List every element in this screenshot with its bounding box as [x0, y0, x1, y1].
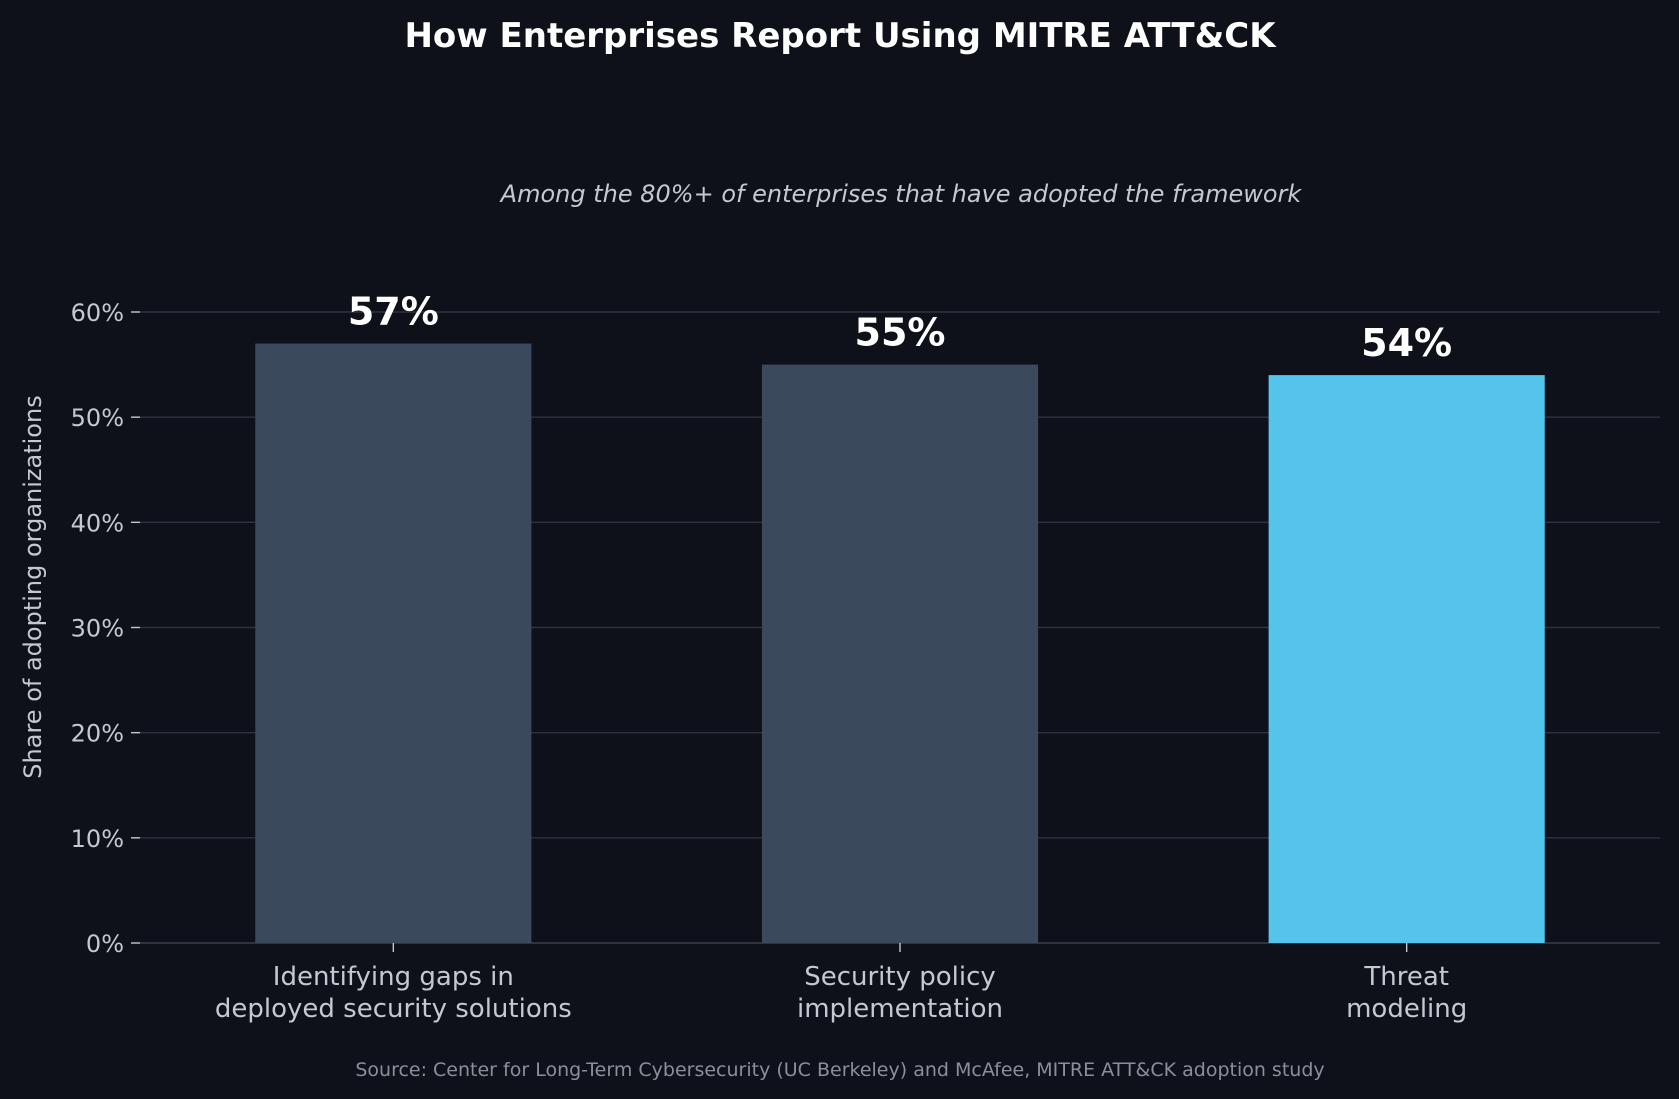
y-axis-ticks: 0% 10% 20% 30% 40% 50% 60% — [71, 299, 140, 958]
y-tick-label: 30% — [71, 615, 124, 643]
chart-title: How Enterprises Report Using MITRE ATT&C… — [404, 16, 1277, 56]
x-axis-ticks: Identifying gaps in deployed security sol… — [215, 943, 1467, 1024]
bar-value-label: 57% — [348, 290, 439, 334]
y-tick-label: 40% — [71, 509, 124, 537]
y-tick-label: 20% — [71, 720, 124, 748]
value-labels: 57% 55% 54% — [348, 290, 1452, 366]
bar-value-label: 54% — [1361, 321, 1452, 365]
bar — [255, 343, 532, 943]
y-axis-label: Share of adopting organizations — [19, 395, 47, 778]
chart-subtitle: Among the 80%+ of enterprises that have … — [499, 180, 1303, 208]
bars — [255, 343, 1545, 944]
y-tick-label: 50% — [71, 404, 124, 432]
bar — [1268, 375, 1545, 944]
x-tick-label: Identifying gaps in deployed security sol… — [215, 962, 572, 1024]
bar-value-label: 55% — [855, 311, 946, 355]
x-tick-label: Security policy implementation — [797, 962, 1003, 1024]
y-tick-label: 0% — [86, 930, 124, 958]
source-note: Source: Center for Long-Term Cybersecuri… — [355, 1059, 1324, 1081]
bar — [761, 364, 1039, 943]
y-tick-label: 60% — [71, 299, 124, 327]
y-tick-label: 10% — [71, 825, 124, 853]
x-tick-label: Threat modeling — [1346, 962, 1467, 1024]
